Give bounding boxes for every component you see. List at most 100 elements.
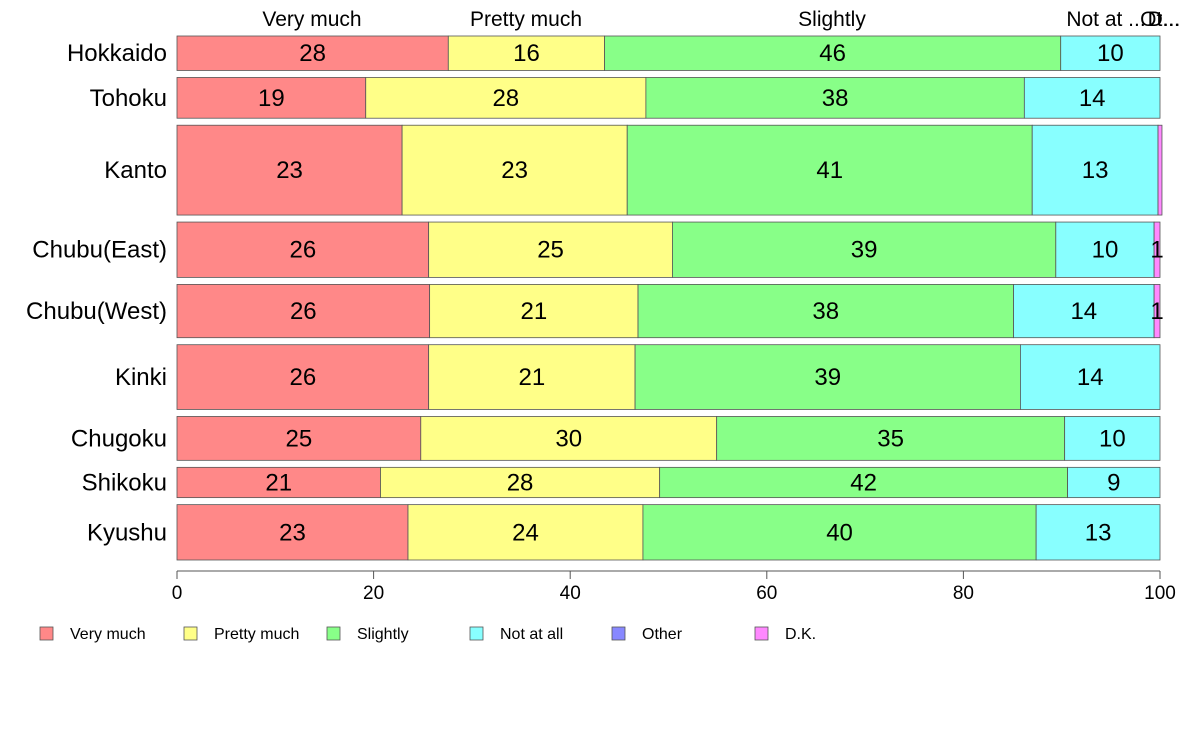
bar-segment <box>1020 344 1161 410</box>
bar-segment <box>716 416 1066 461</box>
bar-row: 19 28 38 14 <box>176 77 1161 119</box>
category-labels: Hokkaido Tohoku Kanto Chubu(East) Chubu(West… <box>26 40 167 546</box>
data-label: 14 <box>1079 85 1106 112</box>
x-tick-label: 40 <box>560 583 581 604</box>
category-label: Tohoku <box>90 85 167 112</box>
bar-segment <box>365 77 647 119</box>
data-label: 26 <box>289 237 316 264</box>
bar-row: 23 24 40 13 <box>176 504 1161 561</box>
legend-item: Not at all <box>469 626 563 643</box>
data-label: 39 <box>814 364 841 391</box>
top-series-labels: Very much Pretty much Slightly Not at ...Ot… <box>262 8 1180 31</box>
legend-label: D.K. <box>785 626 816 643</box>
bar-row: 28 16 46 10 <box>176 35 1161 71</box>
data-label: 46 <box>819 40 846 67</box>
data-label: 10 <box>1092 237 1119 264</box>
legend-item: Other <box>611 626 683 643</box>
legend-swatch <box>469 626 484 641</box>
bars-area: 28 16 46 10 19 28 38 14 23 23 41 13 26 25 39 10 1 26 21 38 1… <box>176 35 1164 561</box>
bar-row: 26 25 39 10 1 <box>176 221 1164 278</box>
data-label: 9 <box>1107 469 1120 496</box>
bar-segment <box>634 344 1021 410</box>
data-label: 30 <box>555 425 582 452</box>
x-tick-label: 0 <box>172 583 183 604</box>
top-series-label: Pretty much <box>470 8 582 31</box>
bar-segment <box>1153 221 1161 278</box>
top-series-label: D... <box>1148 8 1181 31</box>
data-label: 14 <box>1070 298 1097 325</box>
x-axis: 0 20 40 60 80 100 <box>172 570 1176 604</box>
bar-segment <box>1060 35 1161 71</box>
data-label: 1 <box>1150 237 1163 264</box>
data-label: 13 <box>1085 519 1112 546</box>
legend-swatch <box>754 626 769 641</box>
legend-swatch <box>326 626 341 641</box>
top-series-label: Not at ... <box>1066 8 1145 31</box>
bar-segment <box>176 124 403 216</box>
data-label: 25 <box>537 237 564 264</box>
data-label: 14 <box>1077 364 1104 391</box>
bar-segment <box>1067 466 1161 499</box>
bar-row: 26 21 38 14 1 <box>176 284 1164 339</box>
data-label: 42 <box>850 469 877 496</box>
bar-segment <box>1064 416 1161 461</box>
category-label: Shikoku <box>82 469 167 496</box>
category-label: Kyushu <box>87 519 167 546</box>
legend-label: Very much <box>70 626 146 643</box>
data-label: 23 <box>276 157 303 184</box>
bar-segment <box>429 284 639 339</box>
bar-segment <box>380 466 661 499</box>
category-label: Kinki <box>115 364 167 391</box>
bar-segment <box>1023 77 1161 119</box>
data-label: 35 <box>877 425 904 452</box>
data-label: 24 <box>512 519 539 546</box>
bar-segment <box>176 77 367 119</box>
top-series-label: Ot... <box>1140 8 1180 31</box>
category-label: Kanto <box>104 157 167 184</box>
bar-segment <box>642 504 1037 561</box>
category-label: Chubu(West) <box>26 298 167 325</box>
data-label: 21 <box>519 364 546 391</box>
category-label: Chubu(East) <box>32 237 167 264</box>
data-label: 26 <box>289 364 316 391</box>
bar-segment <box>672 221 1057 278</box>
bar-segment <box>626 124 1033 216</box>
x-tick-label: 80 <box>953 583 974 604</box>
category-label: Hokkaido <box>67 40 167 67</box>
bar-row: 23 23 41 13 <box>176 124 1163 216</box>
data-label: 38 <box>812 298 839 325</box>
x-tick-label: 20 <box>363 583 384 604</box>
bar-segment <box>447 35 606 71</box>
data-label: 28 <box>299 40 326 67</box>
bar-segment <box>1031 124 1159 216</box>
legend-swatch <box>39 626 54 641</box>
legend: Very much Pretty much Slightly Not at all Ot… <box>39 626 816 643</box>
bar-segment <box>420 416 718 461</box>
data-label: 28 <box>507 469 534 496</box>
legend-swatch <box>183 626 198 641</box>
top-series-label: Slightly <box>798 8 866 31</box>
bar-row: 21 28 42 9 <box>176 466 1161 499</box>
data-label: 10 <box>1097 40 1124 67</box>
legend-label: Pretty much <box>214 626 299 643</box>
legend-item: Pretty much <box>183 626 299 643</box>
bar-segment <box>176 344 430 410</box>
data-label: 16 <box>513 40 540 67</box>
data-label: 41 <box>816 157 843 184</box>
category-label: Chugoku <box>71 425 167 452</box>
bar-segment <box>1153 284 1161 339</box>
legend-item: Very much <box>39 626 146 643</box>
data-label: 40 <box>826 519 853 546</box>
bar-segment <box>176 221 430 278</box>
data-label: 23 <box>279 519 306 546</box>
bar-segment <box>428 221 673 278</box>
bar-segment <box>401 124 628 216</box>
legend-label: Slightly <box>357 626 409 643</box>
legend-item: Slightly <box>326 626 409 643</box>
bar-segment <box>645 77 1025 119</box>
bar-row: 26 21 39 14 <box>176 344 1161 410</box>
bar-segment <box>407 504 644 561</box>
data-label: 10 <box>1099 425 1126 452</box>
legend-swatch <box>611 626 626 641</box>
